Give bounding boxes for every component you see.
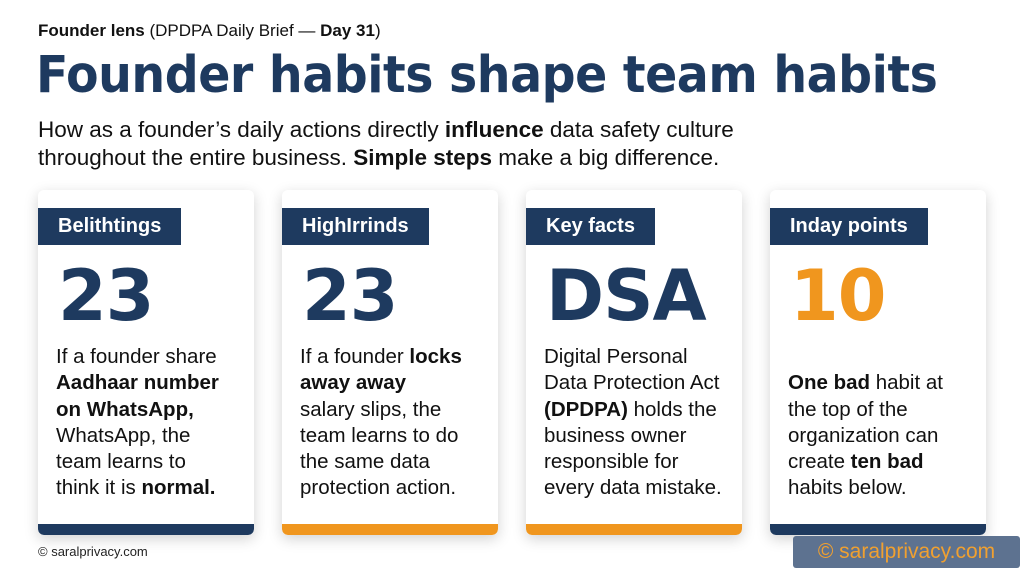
card-big-value: 10 <box>790 255 886 337</box>
stat-card: HighIrrinds 23 If a founder locks away away… <box>282 190 498 535</box>
card-body-text: the top of the <box>788 397 908 421</box>
card-body-emphasis: (DPDPA) <box>544 397 628 421</box>
card-body-line: habits below. <box>788 475 943 501</box>
copyright-text: © saralprivacy.com <box>38 544 148 559</box>
card-body-line: organization can <box>788 423 943 449</box>
card-body: One bad habit at the top of the organizati… <box>788 370 943 501</box>
card-body-text: organization can <box>788 423 939 447</box>
subtitle-text: How as a founder’s daily actions directl… <box>38 117 445 142</box>
card-body-line: think it is normal. <box>56 475 219 501</box>
watermark: © saralprivacy.com <box>793 536 1020 568</box>
card-body: If a founder share Aadhaar number on Whats… <box>56 344 219 502</box>
card-label: Key facts <box>526 208 655 245</box>
card-body-line: responsible for <box>544 449 722 475</box>
card-body-text: habit at <box>870 371 943 395</box>
card-body-line: team learns to do <box>300 423 462 449</box>
card-big-value: DSA <box>546 255 707 337</box>
card-body-line: away away <box>300 370 462 396</box>
card-body-line: If a founder locks <box>300 344 462 370</box>
page-title: Founder habits shape team habits <box>36 46 938 105</box>
card-body-line: WhatsApp, the <box>56 423 219 449</box>
card-body-line: the same data <box>300 449 462 475</box>
card-body-text: salary slips, the <box>300 397 442 421</box>
card-body-line: business owner <box>544 423 722 449</box>
card-body-text: business owner <box>544 423 687 447</box>
card-body-line: One bad habit at <box>788 370 943 396</box>
card-body-text: responsible for <box>544 450 679 474</box>
card-body-text: habits below. <box>788 476 907 500</box>
card-body-text: Digital Personal <box>544 345 688 368</box>
card-label: Inday points <box>770 208 928 245</box>
card-body-text: create <box>788 450 851 474</box>
kicker-series: (DPDPA Daily Brief — <box>144 21 321 40</box>
card-body-text: the same data <box>300 450 430 474</box>
card-body-text: Data Protection Act <box>544 371 720 395</box>
page-subtitle: How as a founder’s daily actions directl… <box>38 116 1018 172</box>
card-body: If a founder locks away away salary slips,… <box>300 344 462 502</box>
card-body-text: WhatsApp, the <box>56 423 191 447</box>
card-accent-bar <box>38 524 254 535</box>
card-body-text: team learns to do <box>300 423 459 447</box>
card-body-emphasis: on WhatsApp, <box>56 397 194 421</box>
card-accent-bar <box>770 524 986 535</box>
card-body-line: salary slips, the <box>300 397 462 423</box>
card-big-value: 23 <box>302 255 398 337</box>
subtitle-text: throughout the entire business. <box>38 145 354 170</box>
card-body-line: create ten bad <box>788 449 943 475</box>
card-body-line: the top of the <box>788 397 943 423</box>
card-body-line: Digital Personal <box>544 344 722 370</box>
card-body-line: If a founder share <box>56 344 219 370</box>
card-body: Digital Personal Data Protection Act (DPDP… <box>544 344 722 502</box>
stat-card: Key facts DSA Digital Personal Data Protect… <box>526 190 742 535</box>
card-body-text: If a founder share <box>56 345 217 368</box>
card-body-text: team learns to <box>56 450 186 474</box>
card-body-line: protection action. <box>300 475 462 501</box>
subtitle-text: make a big difference. <box>492 145 720 170</box>
card-body-text: protection action. <box>300 476 457 500</box>
card-body-emphasis: Aadhaar number <box>56 371 219 395</box>
card-body-emphasis: locks <box>409 345 462 368</box>
card-body-emphasis: ten bad <box>850 450 924 474</box>
subtitle-emphasis: influence <box>444 117 544 142</box>
subtitle-emphasis: Simple steps <box>353 145 493 170</box>
card-accent-bar <box>282 524 498 535</box>
card-body-text: holds the <box>627 397 717 421</box>
card-body-line: on WhatsApp, <box>56 397 219 423</box>
card-body-emphasis: normal. <box>141 476 216 500</box>
kicker-day: Day 31 <box>320 21 375 40</box>
card-body-line: (DPDPA) holds the <box>544 397 722 423</box>
card-body-emphasis: away away <box>300 371 406 395</box>
card-body-line: team learns to <box>56 449 219 475</box>
card-big-value: 23 <box>58 255 154 337</box>
card-body-text: think it is <box>56 476 142 500</box>
card-body-text: every data mistake. <box>544 476 722 500</box>
card-body-line: Data Protection Act <box>544 370 722 396</box>
kicker-close: ) <box>374 21 381 40</box>
card-label: HighIrrinds <box>282 208 429 245</box>
subtitle-text: data safety culture <box>543 117 734 142</box>
kicker-label: Founder lens <box>38 21 145 40</box>
card-label: Belithtings <box>38 208 182 245</box>
card-accent-bar <box>526 524 742 535</box>
card-body-line: Aadhaar number <box>56 370 219 396</box>
card-body-text: If a founder <box>300 345 410 368</box>
stat-card: Belithtings 23 If a founder share Aadhaar n… <box>38 190 254 535</box>
card-body-emphasis: One bad <box>788 371 871 395</box>
card-body-line: every data mistake. <box>544 475 722 501</box>
stat-card: Inday points 10 One bad habit at the top of… <box>770 190 986 535</box>
brief-kicker: Founder lens (DPDPA Daily Brief — Day 31… <box>38 21 381 41</box>
